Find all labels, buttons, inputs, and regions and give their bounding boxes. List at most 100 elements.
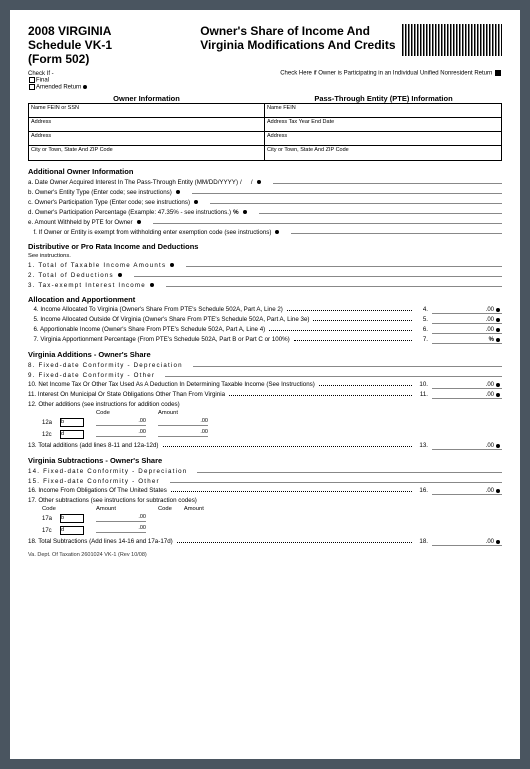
input-d[interactable] xyxy=(259,208,502,214)
dot-icon xyxy=(243,210,247,214)
amt-12d[interactable]: .00 xyxy=(158,429,208,437)
input-15[interactable] xyxy=(170,477,502,483)
line-15: 15. Fixed-date Conformity - Other xyxy=(28,477,502,485)
checkbox-final[interactable] xyxy=(29,77,35,83)
line-a: a. Date Owner Acquired Interest In The P… xyxy=(28,178,502,186)
header-left: 2008 VIRGINIA Schedule VK-1 (Form 502) xyxy=(28,24,196,66)
line-6: 6. Apportionable Income (Owner's Share F… xyxy=(28,326,502,334)
dot-icon xyxy=(496,444,500,448)
amt-12b[interactable]: .00 xyxy=(158,418,208,426)
check-amended: Amended Return xyxy=(28,84,89,91)
line-10: 10. Net Income Tax Or Other Tax Used As … xyxy=(28,381,502,389)
input-c[interactable] xyxy=(210,198,502,204)
owner-city[interactable]: City or Town, State And ZIP Code xyxy=(29,146,264,160)
owner-name[interactable]: Name FEIN or SSN xyxy=(29,104,264,118)
dot-icon xyxy=(496,383,500,387)
checkbox-nonresident[interactable] xyxy=(495,70,501,76)
vadd-title: Virginia Additions - Owner's Share xyxy=(28,350,502,359)
line-13: 13. Total additions (add lines 8-11 and … xyxy=(28,442,502,450)
line-7: 7. Virginia Apportionment Percentage (Fr… xyxy=(28,336,502,344)
dot-icon xyxy=(496,393,500,397)
pte-city[interactable]: City or Town, State And ZIP Code xyxy=(265,146,501,160)
check-left: Check If - Final Amended Return xyxy=(28,70,89,91)
barcode xyxy=(402,24,502,56)
check-final: Final xyxy=(28,77,89,84)
line-8: 8. Fixed-date Conformity - Depreciation xyxy=(28,361,502,369)
code-12a[interactable]: b xyxy=(60,418,84,427)
addl-title: Additional Owner Information xyxy=(28,167,502,176)
input-13[interactable]: .00 xyxy=(432,443,502,450)
input-8[interactable] xyxy=(193,361,502,367)
input-11[interactable]: .00 xyxy=(432,392,502,399)
form-page: 2008 VIRGINIA Schedule VK-1 (Form 502) O… xyxy=(10,10,520,759)
code-17c[interactable]: d xyxy=(60,526,84,535)
pte-name[interactable]: Name FEIN xyxy=(265,104,501,118)
dot-icon xyxy=(275,230,279,234)
amt-17a[interactable]: .00 xyxy=(96,514,146,522)
pte-addr1[interactable]: Address Tax Year End Date xyxy=(265,118,501,132)
dot-icon xyxy=(176,190,180,194)
owner-addr1[interactable]: Address xyxy=(29,118,264,132)
line-9: 9. Fixed-date Conformity - Other xyxy=(28,371,502,379)
alloc-title: Allocation and Apportionment xyxy=(28,295,502,304)
line-16: 16. Income From Obligations Of The Unite… xyxy=(28,487,502,495)
dot-icon xyxy=(257,180,261,184)
title-2: Virginia Modifications And Credits xyxy=(200,38,402,52)
input-7[interactable]: % xyxy=(432,337,502,344)
line-5: 5. Income Allocated Outside Of Virginia … xyxy=(28,316,502,324)
pte-addr2[interactable]: Address xyxy=(265,132,501,146)
check-row: Check If - Final Amended Return Check He… xyxy=(28,70,502,91)
line-3: 3. Tax-exempt Interest Income xyxy=(28,281,502,289)
input-f[interactable] xyxy=(291,228,502,234)
input-2[interactable] xyxy=(134,271,502,277)
input-5[interactable]: .00 xyxy=(432,317,502,324)
input-e[interactable] xyxy=(153,218,502,224)
code-17a[interactable]: b xyxy=(60,514,84,523)
check-if: Check If - xyxy=(28,71,89,77)
input-16[interactable]: .00 xyxy=(432,488,502,495)
line-d: d. Owner's Participation Percentage (Exa… xyxy=(28,208,502,216)
dot-icon xyxy=(118,273,122,277)
input-1[interactable] xyxy=(186,261,502,267)
amt-12c[interactable]: .00 xyxy=(96,429,146,437)
owner-col: Name FEIN or SSN Address Address City or… xyxy=(29,104,265,160)
section-heads: Owner Information Pass-Through Entity (P… xyxy=(28,94,502,103)
input-a[interactable] xyxy=(273,178,502,184)
input-b[interactable] xyxy=(192,188,502,194)
additions-grid: 12ab 12cd Code .00 .00 Amount .00 .00 xyxy=(42,410,502,440)
input-18[interactable]: .00 xyxy=(432,539,502,546)
dot-icon xyxy=(150,283,154,287)
title: Owner's Share of Income And Virginia Mod… xyxy=(196,24,402,52)
dot-icon xyxy=(83,85,87,89)
amt-17c[interactable]: .00 xyxy=(96,525,146,533)
vsub-title: Virginia Subtractions - Owner's Share xyxy=(28,456,502,465)
dot-icon xyxy=(496,308,500,312)
header: 2008 VIRGINIA Schedule VK-1 (Form 502) O… xyxy=(28,24,502,66)
line-18: 18. Total Subtractions (Add lines 14-16 … xyxy=(28,538,502,546)
schedule: Schedule VK-1 xyxy=(28,38,196,52)
dot-icon xyxy=(170,263,174,267)
pte-info-head: Pass-Through Entity (PTE) Information xyxy=(265,94,502,103)
dot-icon xyxy=(496,338,500,342)
input-9[interactable] xyxy=(165,371,502,377)
input-3[interactable] xyxy=(166,281,502,287)
dist-title: Distributive or Pro Rata Income and Dedu… xyxy=(28,242,502,251)
dot-icon xyxy=(496,328,500,332)
year: 2008 VIRGINIA xyxy=(28,24,196,38)
dot-icon xyxy=(496,318,500,322)
input-14[interactable] xyxy=(197,467,502,473)
form-num: (Form 502) xyxy=(28,52,196,66)
dot-icon xyxy=(194,200,198,204)
owner-addr2[interactable]: Address xyxy=(29,132,264,146)
code-12c[interactable]: d xyxy=(60,430,84,439)
line-e: e. Amount Withheld by PTE for Owner xyxy=(28,218,502,226)
input-10[interactable]: .00 xyxy=(432,382,502,389)
line-11: 11. Interest On Municipal Or State Oblig… xyxy=(28,391,502,399)
amt-12a[interactable]: .00 xyxy=(96,418,146,426)
pte-col: Name FEIN Address Tax Year End Date Addr… xyxy=(265,104,501,160)
input-6[interactable]: .00 xyxy=(432,327,502,334)
input-4[interactable]: .00 xyxy=(432,307,502,314)
checkbox-amended[interactable] xyxy=(29,84,35,90)
dot-icon xyxy=(496,489,500,493)
check-right: Check Here if Owner is Participating in … xyxy=(280,70,502,91)
